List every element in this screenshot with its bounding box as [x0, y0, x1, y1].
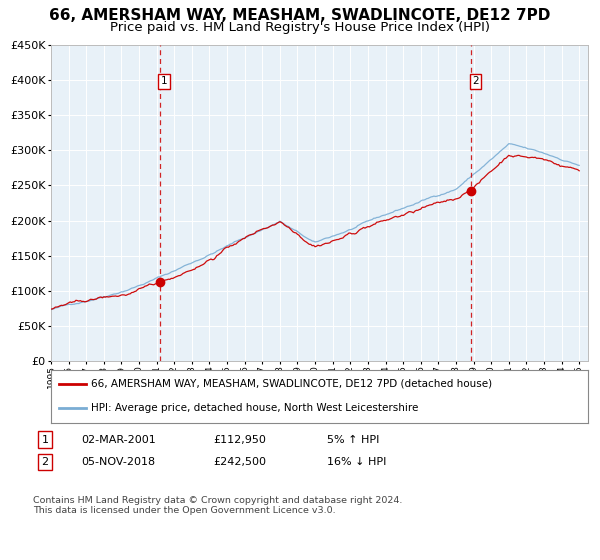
Text: 2: 2: [41, 457, 49, 467]
Text: 66, AMERSHAM WAY, MEASHAM, SWADLINCOTE, DE12 7PD: 66, AMERSHAM WAY, MEASHAM, SWADLINCOTE, …: [49, 8, 551, 24]
Text: 1: 1: [41, 435, 49, 445]
Text: Contains HM Land Registry data © Crown copyright and database right 2024.
This d: Contains HM Land Registry data © Crown c…: [33, 496, 403, 515]
Text: 66, AMERSHAM WAY, MEASHAM, SWADLINCOTE, DE12 7PD (detached house): 66, AMERSHAM WAY, MEASHAM, SWADLINCOTE, …: [91, 379, 493, 389]
Text: 2: 2: [472, 77, 479, 86]
Text: 02-MAR-2001: 02-MAR-2001: [81, 435, 156, 445]
Text: 16% ↓ HPI: 16% ↓ HPI: [327, 457, 386, 467]
Text: 05-NOV-2018: 05-NOV-2018: [81, 457, 155, 467]
Text: £112,950: £112,950: [213, 435, 266, 445]
Text: Price paid vs. HM Land Registry's House Price Index (HPI): Price paid vs. HM Land Registry's House …: [110, 21, 490, 34]
Text: HPI: Average price, detached house, North West Leicestershire: HPI: Average price, detached house, Nort…: [91, 403, 419, 413]
Text: 5% ↑ HPI: 5% ↑ HPI: [327, 435, 379, 445]
Text: £242,500: £242,500: [213, 457, 266, 467]
Text: 1: 1: [161, 77, 167, 86]
